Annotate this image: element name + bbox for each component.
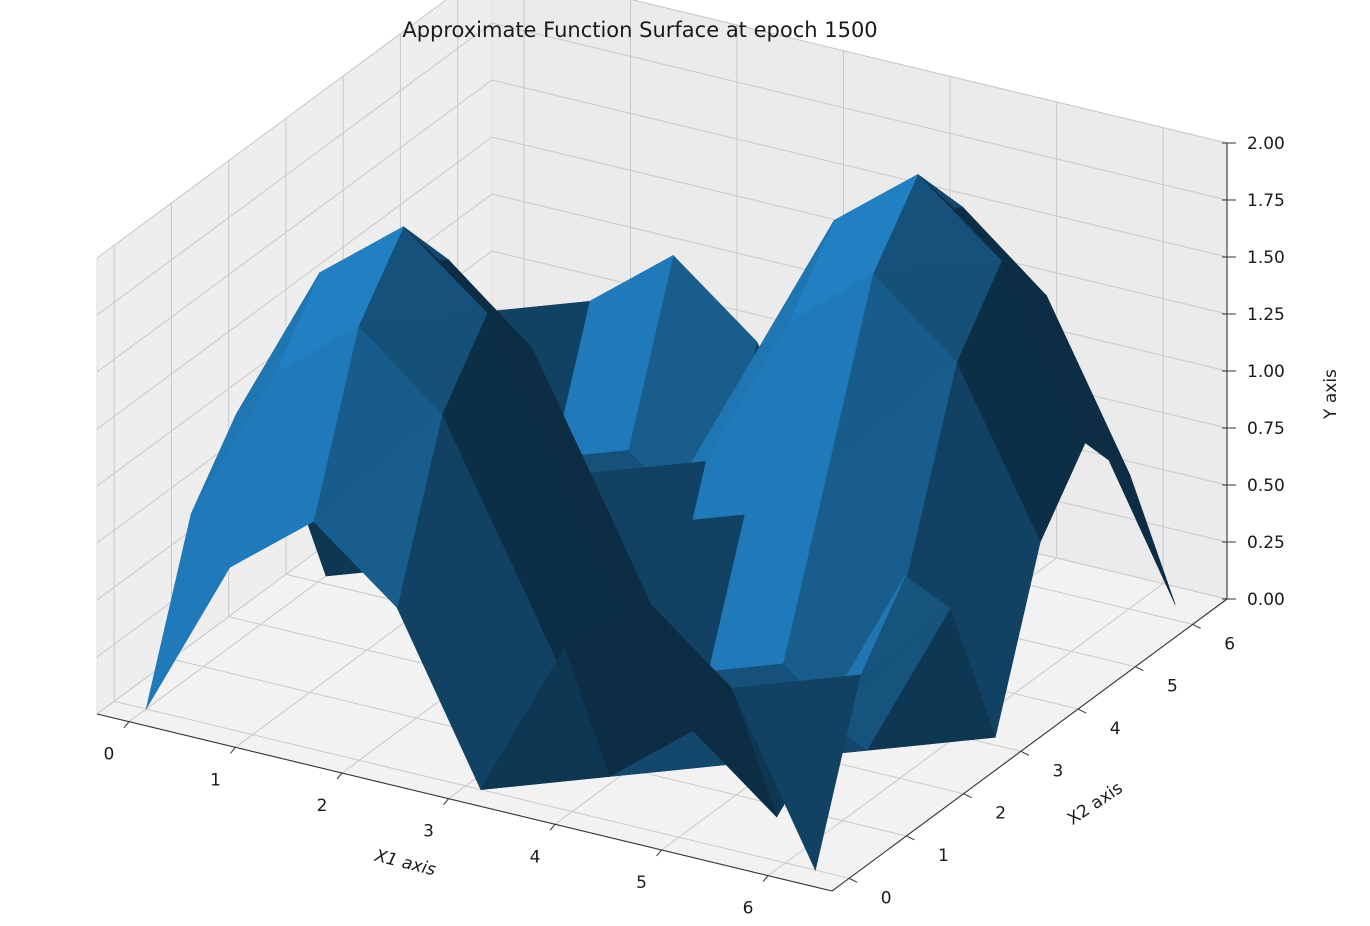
y-tick [1135, 666, 1144, 672]
z-tick-label: 1.25 [1247, 305, 1285, 325]
x-tick [443, 798, 449, 805]
x-axis-line [96, 713, 833, 892]
y-tick [906, 835, 915, 841]
y-tick-label: 1 [938, 846, 949, 866]
y-axis-label: X2 axis [1064, 778, 1127, 829]
y-tick [963, 793, 972, 799]
x-tick-label: 2 [317, 796, 328, 816]
z-tick-label: 0.50 [1247, 476, 1285, 496]
y-tick-label: 5 [1167, 677, 1178, 697]
y-tick-label: 4 [1110, 719, 1121, 739]
tick-labels: 0 1 2 3 4 5 6 0 1 2 3 4 5 6 0.00 0.25 0.50 0.75 1.00 1.25 1.… [104, 134, 1285, 919]
y-tick-label: 0 [881, 888, 892, 908]
z-tick-label: 0.25 [1247, 533, 1285, 553]
surface-facet [564, 601, 694, 731]
x-tick-label: 1 [210, 770, 221, 790]
surface-mesh [145, 174, 1176, 871]
z-gridline [96, 79, 1228, 373]
x-tick-label: 0 [104, 745, 115, 765]
y-axis-line [831, 598, 1228, 892]
z-gridline [96, 0, 1228, 259]
x-tick [230, 747, 236, 754]
y-tick-label: 2 [995, 804, 1006, 824]
x-tick [549, 823, 556, 831]
surface-facet [145, 374, 276, 710]
y-tick [1077, 708, 1087, 714]
x-axis-label: X1 axis [372, 846, 438, 881]
x-tick [656, 849, 662, 857]
x-tick-label: 5 [636, 873, 647, 893]
y-tick [1020, 750, 1030, 756]
z-tick-label: 1.00 [1247, 362, 1285, 382]
y-tick-label: 6 [1224, 634, 1235, 654]
surface-facet [229, 325, 359, 568]
y-tick-label: 3 [1052, 761, 1063, 781]
z-tick-label: 0.00 [1247, 590, 1285, 610]
surface-facet [313, 414, 443, 608]
z-axis-label: Y axis [1321, 369, 1341, 420]
z-gridline [96, 22, 1228, 316]
surface-facet [731, 674, 861, 871]
x-tick [762, 875, 769, 882]
z-tick-label: 1.50 [1247, 248, 1285, 268]
surface-facet [647, 601, 778, 818]
y-tick [1192, 623, 1201, 629]
x-tick-label: 3 [423, 822, 434, 842]
axis-lines [96, 142, 1236, 892]
x-tick [123, 721, 130, 729]
z-tick-label: 1.75 [1247, 191, 1285, 211]
y-tick [848, 877, 858, 883]
x-tick-label: 4 [530, 847, 541, 867]
surface-facet [480, 647, 610, 790]
z-tick-label: 2.00 [1247, 134, 1285, 154]
surface-facet [396, 594, 527, 790]
x-tick [336, 772, 343, 780]
z-tick-label: 0.75 [1247, 419, 1285, 439]
x-tick-label: 6 [743, 899, 754, 919]
chart-title: Approximate Function Surface at epoch 15… [402, 18, 877, 42]
